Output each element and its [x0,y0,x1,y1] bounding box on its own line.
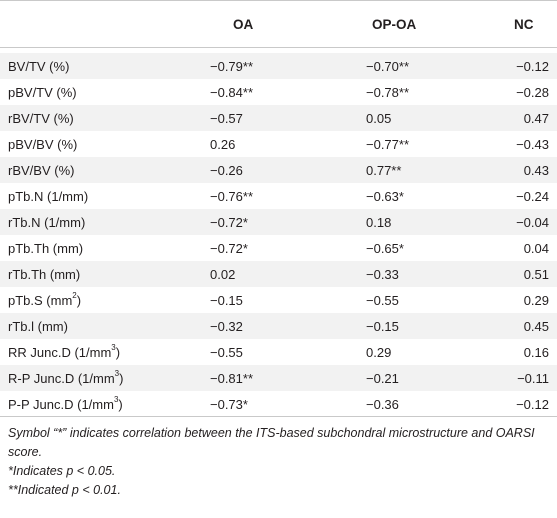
value-op-oa: −0.78** [366,84,410,100]
value-op-oa: −0.77** [366,136,410,152]
table-row: pTb.S (mm 2) −0.15 −0.55 0.29 [0,287,557,313]
table-row: P-P Junc.D (1/mm 3) −0.73* −0.36 −0.12 [0,391,557,417]
value-nc: 0.04 [523,240,549,256]
table-row: RR Junc.D (1/mm 3) −0.55 0.29 0.16 [0,339,557,365]
table-row: pBV/TV (%) −0.84** −0.78** −0.28 [0,79,557,105]
row-label: rTb.l (mm) [8,318,68,334]
table-row: rTb.N (1/mm) −0.72* 0.18 −0.04 [0,209,557,235]
table-header-row: OA OP-OA NC [0,2,557,46]
value-oa: −0.55 [210,344,243,360]
value-op-oa: −0.15 [366,318,399,334]
table-row: pTb.Th (mm) −0.72* −0.65* 0.04 [0,235,557,261]
footnote-symbol: Symbol “*” indicates correlation between… [8,426,535,459]
value-oa: −0.79** [210,58,254,74]
value-oa: −0.84** [210,84,254,100]
header-nc: NC [514,16,534,32]
row-label: pBV/BV (%) [8,136,78,152]
table-row: rTb.l (mm) −0.32 −0.15 0.45 [0,313,557,339]
value-nc: 0.16 [523,344,549,360]
value-op-oa: 0.29 [366,344,392,360]
table-row: rBV/BV (%) −0.26 0.77** 0.43 [0,157,557,183]
header-oa: OA [233,16,254,32]
row-label: pBV/TV (%) [8,84,77,100]
row-label: BV/TV (%) [8,58,70,74]
row-label: RR Junc.D (1/mm 3) [8,342,121,360]
value-oa: −0.73* [210,396,248,412]
value-nc: −0.43 [516,136,549,152]
value-op-oa: −0.33 [366,266,399,282]
value-op-oa: 0.18 [366,214,392,230]
table-row: rBV/TV (%) −0.57 0.05 0.47 [0,105,557,131]
value-nc: −0.28 [516,84,549,100]
value-nc: −0.11 [517,370,549,386]
value-nc: 0.51 [523,266,549,282]
value-oa: −0.72* [210,240,248,256]
value-oa: −0.81** [210,370,254,386]
row-label: rBV/BV (%) [8,162,75,178]
value-op-oa: 0.77** [366,162,402,178]
header-op-oa: OP-OA [372,16,417,32]
value-nc: 0.45 [523,318,549,334]
value-oa: −0.15 [210,292,243,308]
row-label: R-P Junc.D (1/mm 3) [8,368,124,386]
value-oa: −0.26 [210,162,243,178]
value-nc: 0.29 [523,292,549,308]
value-oa: −0.76** [210,188,254,204]
value-nc: 0.47 [523,110,549,126]
row-label: rBV/TV (%) [8,110,74,126]
header-rule [0,47,557,48]
value-op-oa: −0.21 [366,370,399,386]
row-label: pTb.S (mm 2) [8,290,82,308]
row-label: pTb.Th (mm) [8,240,84,256]
value-op-oa: −0.70** [366,58,410,74]
footnote-p01: **Indicated p < 0.01. [8,483,121,497]
value-nc: −0.24 [516,188,549,204]
table-row: BV/TV (%) −0.79** −0.70** −0.12 [0,53,557,79]
table-row: pBV/BV (%) 0.26 −0.77** −0.43 [0,131,557,157]
value-op-oa: −0.55 [366,292,399,308]
row-label: P-P Junc.D (1/mm 3) [8,394,123,412]
value-oa: 0.02 [210,266,236,282]
value-oa: −0.72* [210,214,248,230]
footnote-p05: *Indicates p < 0.05. [8,464,116,478]
value-op-oa: 0.05 [366,110,392,126]
value-nc: −0.12 [516,58,549,74]
value-nc: −0.12 [516,396,549,412]
table-top-rule [0,0,557,1]
value-nc: −0.04 [516,214,549,230]
row-label: rTb.Th (mm) [8,266,81,282]
value-oa: 0.26 [210,136,236,152]
table-row: rTb.Th (mm) 0.02 −0.33 0.51 [0,261,557,287]
row-label: rTb.N (1/mm) [8,214,86,230]
value-op-oa: −0.65* [366,240,404,256]
table-bottom-rule [0,416,557,417]
value-oa: −0.57 [210,110,243,126]
value-op-oa: −0.36 [366,396,399,412]
value-op-oa: −0.63* [366,188,404,204]
table-row: R-P Junc.D (1/mm 3) −0.81** −0.21 −0.11 [0,365,557,391]
value-nc: 0.43 [523,162,549,178]
row-label: pTb.N (1/mm) [8,188,89,204]
table-footnotes: Symbol “*” indicates correlation between… [8,424,553,500]
value-oa: −0.32 [210,318,243,334]
table-row: pTb.N (1/mm) −0.76** −0.63* −0.24 [0,183,557,209]
